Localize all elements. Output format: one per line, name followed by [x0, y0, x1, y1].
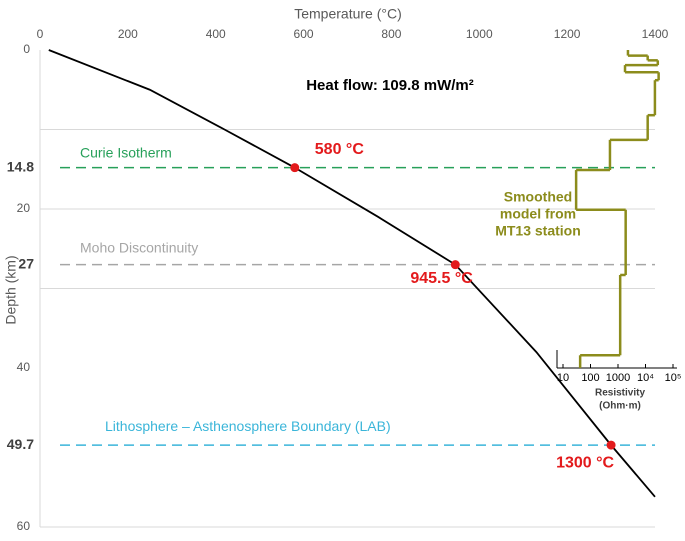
inset-label: Smoothed [504, 189, 572, 205]
y-tick-label: 0 [23, 42, 30, 56]
x-tick-label: 1000 [466, 27, 493, 41]
inset-tick-label: 10⁴ [637, 372, 654, 384]
inset-axis-title: Resistivity [595, 388, 645, 399]
boundary-label: Lithosphere – Asthenosphere Boundary (LA… [105, 418, 391, 434]
x-tick-label: 1400 [642, 27, 669, 41]
x-axis-title: Temperature (°C) [294, 6, 402, 22]
y-tick-label: 49.7 [7, 436, 34, 452]
point [606, 440, 616, 450]
inset-tick-label: 100 [581, 372, 599, 384]
inset-label: model from [500, 206, 576, 222]
inset-tick-label: 10 [557, 372, 569, 384]
y-tick-label: 14.8 [7, 158, 34, 174]
inset-tick-label: 1000 [606, 372, 630, 384]
x-tick-label: 200 [118, 27, 138, 41]
x-tick-label: 0 [37, 27, 44, 41]
x-tick-label: 800 [381, 27, 401, 41]
y-axis-title: Depth (km) [3, 255, 19, 324]
y-tick-label: 20 [17, 201, 31, 215]
point-label: 1300 °C [556, 454, 614, 471]
annotation: Heat flow: 109.8 mW/m² [306, 77, 474, 94]
inset-label: MT13 station [495, 223, 581, 239]
boundary-label: Moho Discontinuity [80, 239, 198, 255]
y-tick-label: 27 [18, 255, 34, 271]
geotherm-line [48, 49, 656, 498]
x-tick-label: 600 [294, 27, 314, 41]
point [450, 260, 460, 270]
point-label: 945.5 °C [410, 270, 473, 287]
point-label: 580 °C [315, 141, 365, 158]
point [290, 163, 300, 173]
x-tick-label: 400 [206, 27, 226, 41]
inset-tick-label: 10⁵ [665, 372, 682, 384]
y-tick-label: 60 [17, 519, 31, 533]
x-tick-label: 1200 [554, 27, 581, 41]
boundary-label: Curie Isotherm [80, 144, 172, 160]
y-tick-label: 40 [17, 360, 31, 374]
inset-axis-title: (Ohm·m) [599, 401, 641, 412]
